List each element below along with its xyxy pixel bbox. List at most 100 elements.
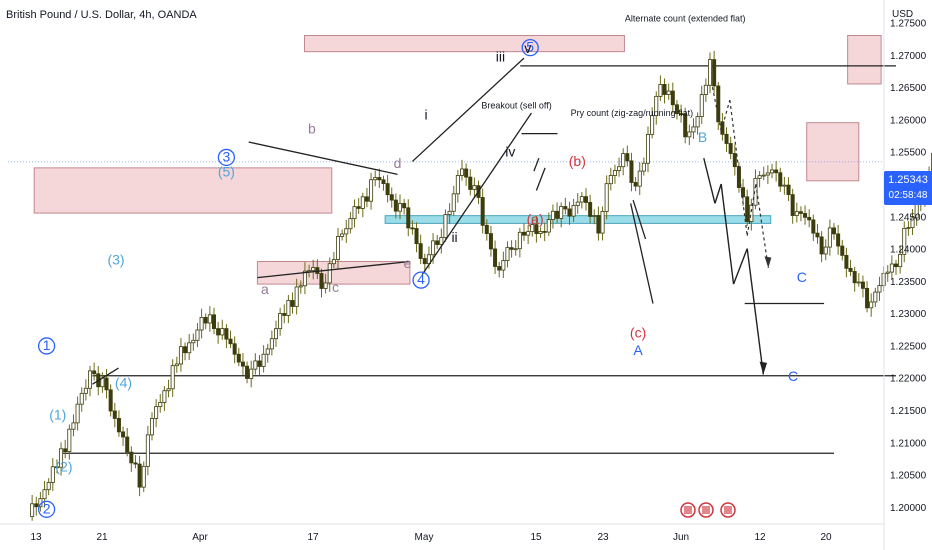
candle-body <box>637 170 642 187</box>
candle-body <box>364 196 369 202</box>
candle-body <box>402 203 407 209</box>
candle-body <box>290 300 295 307</box>
candle-body <box>534 224 539 235</box>
candle-body <box>397 203 402 212</box>
zone-0 <box>33 167 333 214</box>
candle-body <box>786 184 791 196</box>
candle-body <box>811 219 816 234</box>
candle-body <box>807 216 812 221</box>
y-tick-label: 1.25500 <box>890 148 927 159</box>
candle-body <box>369 179 374 202</box>
candle-body <box>774 169 779 174</box>
candle-body <box>166 388 171 392</box>
wave-label: (5) <box>218 163 235 179</box>
candle-body <box>608 175 613 185</box>
y-tick-label: 1.24000 <box>890 245 927 256</box>
candle-body <box>720 121 725 135</box>
candle-body <box>335 236 340 260</box>
candle-body <box>832 227 837 235</box>
candle-body <box>278 313 283 330</box>
candle-body <box>563 206 568 210</box>
candle-body <box>158 402 163 408</box>
projection-alt-3 <box>746 183 757 236</box>
candle-body <box>88 370 93 389</box>
candle-body <box>178 346 183 365</box>
wave-label: (4) <box>115 374 132 390</box>
candle-layer <box>30 50 932 521</box>
candle-body <box>604 183 609 212</box>
candle-body <box>67 428 72 453</box>
candle-body <box>778 172 783 187</box>
candle-body <box>488 233 493 250</box>
wave-label: 5 <box>526 39 534 55</box>
candle-body <box>761 174 766 177</box>
candle-body <box>228 338 233 345</box>
candle-body <box>46 482 51 491</box>
candle-body <box>542 231 547 233</box>
candle-body <box>112 410 117 419</box>
candle-body <box>245 365 250 379</box>
wave-label: Alternate count (extended flat) <box>625 13 746 23</box>
breakout-mark-1 <box>533 157 540 172</box>
candle-body <box>224 328 229 340</box>
wave-label: Breakout (sell off) <box>481 100 551 110</box>
candle-body <box>455 175 460 195</box>
candle-body <box>327 263 332 284</box>
candle-body <box>83 387 88 394</box>
candle-body <box>592 215 597 217</box>
candle-body <box>877 285 882 293</box>
x-tick-label: Jun <box>673 532 689 543</box>
candle-body <box>571 205 576 217</box>
zone-3 <box>384 215 772 224</box>
projection-alt-4 <box>755 183 769 269</box>
candle-body <box>641 162 646 172</box>
candle-body <box>451 193 456 212</box>
candle-body <box>852 271 857 284</box>
candle-body <box>319 273 324 289</box>
candle-body <box>629 160 634 183</box>
candle-body <box>211 314 216 329</box>
wave-circle-3 <box>217 148 236 167</box>
projection-primary-4 <box>746 248 765 375</box>
candle-body <box>468 176 473 190</box>
wave-label: (b) <box>569 153 586 169</box>
zone-2 <box>304 35 625 53</box>
candle-body <box>133 462 138 465</box>
candle-body <box>670 90 675 106</box>
candle-body <box>745 196 750 222</box>
candle-body <box>522 231 527 236</box>
candle-body <box>261 353 266 367</box>
candle-body <box>414 228 419 245</box>
candle-body <box>141 465 146 488</box>
candle-body <box>674 104 679 115</box>
channel-lower <box>421 112 532 275</box>
candle-body <box>550 210 555 220</box>
flag-stripe-icon <box>702 506 710 514</box>
candle-body <box>439 237 444 245</box>
wave-label: (1) <box>49 407 66 423</box>
candle-body <box>377 177 382 181</box>
candle-body <box>646 133 651 164</box>
trendline-b-d <box>248 141 398 175</box>
candle-body <box>679 113 684 116</box>
projection-primary-0 <box>703 158 716 204</box>
wave-label: 3 <box>223 148 231 164</box>
candle-body <box>840 245 845 256</box>
candle-body <box>360 196 365 209</box>
wave-label: e <box>404 255 412 271</box>
candle-body <box>59 448 64 468</box>
y-tick-label: 1.27500 <box>890 19 927 30</box>
x-tick-label: 21 <box>96 532 108 543</box>
wave-circle-1 <box>37 337 56 355</box>
projection-primary-1 <box>714 183 722 204</box>
bar-countdown: 02:58:48 <box>888 190 928 201</box>
wave-label: 2 <box>43 500 51 516</box>
wave-circle-5 <box>521 39 539 57</box>
candle-body <box>493 248 498 267</box>
candle-body <box>298 285 303 288</box>
y-tick-label: 1.24500 <box>890 212 927 223</box>
candle-body <box>249 368 254 379</box>
last-price-badge: 1.25343 02:58:48 <box>884 171 932 205</box>
